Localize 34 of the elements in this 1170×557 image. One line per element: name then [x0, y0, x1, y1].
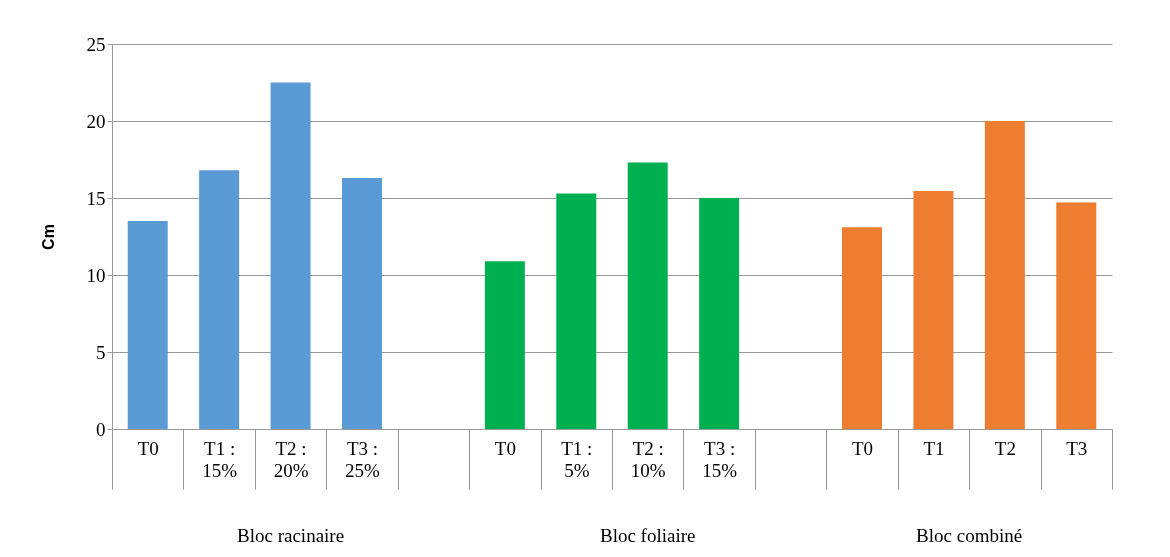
x-tick-label: T1 : 15% — [202, 437, 238, 481]
x-tick-label: T0 — [851, 437, 874, 459]
bar — [913, 191, 954, 429]
bar — [270, 82, 311, 429]
bar — [556, 193, 597, 429]
x-tick-label: T3 — [1066, 437, 1088, 459]
y-tick-label: 0 — [96, 418, 106, 440]
x-tick-label: T2 : 20% — [273, 437, 309, 481]
bar — [984, 121, 1025, 429]
text: Bloc racinaire — [237, 525, 345, 546]
bar — [699, 198, 740, 429]
x-tick-label: T3 : 25% — [345, 437, 381, 481]
y-tick-label: 10 — [86, 264, 106, 286]
x-tick-label: T1 — [923, 437, 945, 459]
y-axis-title: Cm — [39, 224, 57, 250]
x-tick-label: T2 — [994, 437, 1016, 459]
bar — [342, 177, 382, 429]
text: Bloc combiné — [916, 525, 1023, 546]
y-tick-label: 5 — [96, 341, 106, 363]
x-tick-label: T2 : 10% — [630, 437, 666, 481]
x-tick-label: T1 : 5% — [561, 437, 593, 481]
bar — [842, 227, 882, 429]
bar — [484, 261, 525, 429]
bar — [1056, 202, 1097, 429]
bar — [127, 221, 168, 429]
text: Bloc foliaire — [599, 525, 696, 546]
bar — [627, 162, 668, 429]
y-tick-label: 25 — [86, 33, 106, 55]
y-tick-label: 20 — [86, 110, 106, 132]
bar — [199, 170, 240, 429]
x-tick-label: T0 — [137, 437, 159, 459]
y-tick-label: 15 — [86, 187, 106, 209]
x-tick-label: T0 — [494, 437, 516, 459]
x-tick-label: T3 : 15% — [702, 437, 738, 481]
